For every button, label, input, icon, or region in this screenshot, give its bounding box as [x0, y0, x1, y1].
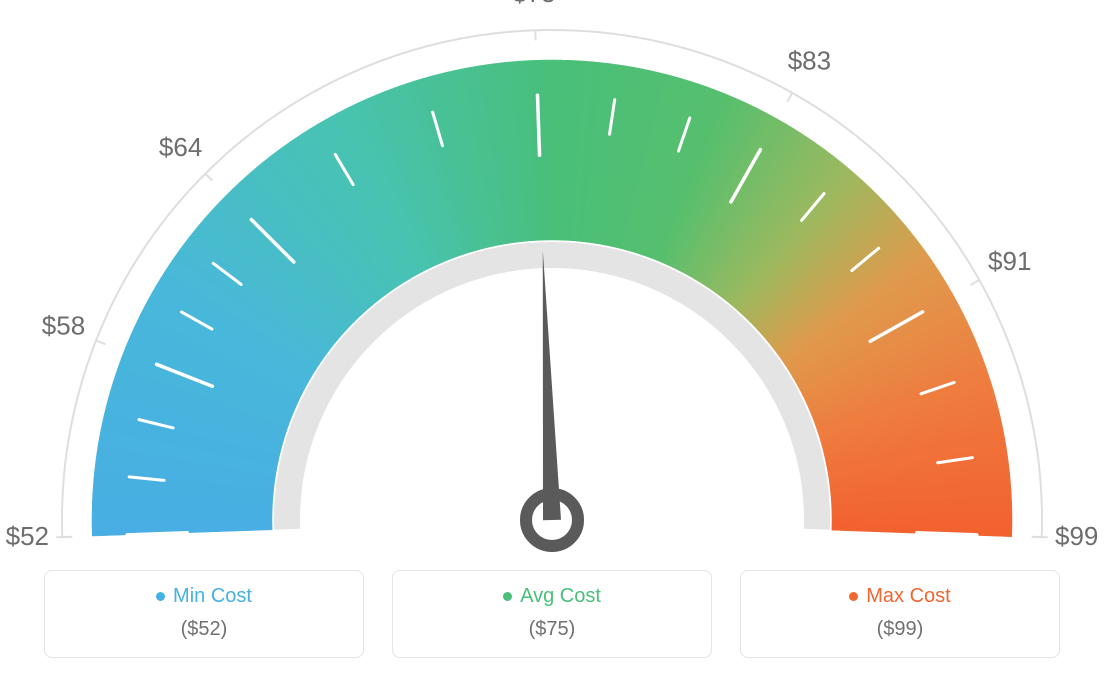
svg-text:$91: $91 — [988, 246, 1031, 276]
legend-title-min: Min Cost — [156, 585, 252, 608]
legend-title-text: Min Cost — [173, 585, 252, 608]
legend-title-avg: Avg Cost — [503, 585, 601, 608]
legend-row: Min Cost ($52) Avg Cost ($75) Max Cost (… — [0, 570, 1104, 658]
legend-title-text: Max Cost — [866, 585, 950, 608]
svg-text:$99: $99 — [1055, 521, 1098, 551]
svg-text:$75: $75 — [512, 0, 555, 8]
legend-title-text: Avg Cost — [520, 585, 601, 608]
legend-card-min: Min Cost ($52) — [44, 570, 364, 658]
svg-text:$58: $58 — [42, 311, 85, 341]
svg-text:$64: $64 — [159, 132, 202, 162]
svg-text:$83: $83 — [788, 45, 831, 75]
bullet-icon — [503, 592, 512, 601]
legend-value-max: ($99) — [751, 618, 1049, 641]
legend-value-min: ($52) — [55, 618, 353, 641]
bullet-icon — [156, 592, 165, 601]
legend-card-avg: Avg Cost ($75) — [392, 570, 712, 658]
gauge-chart: $52 $58 $64 $75 $83 $91 $99 — [0, 0, 1104, 560]
legend-title-max: Max Cost — [849, 585, 950, 608]
svg-text:$52: $52 — [6, 521, 49, 551]
legend-card-max: Max Cost ($99) — [740, 570, 1060, 658]
gauge-svg: $52 $58 $64 $75 $83 $91 $99 — [0, 0, 1104, 560]
legend-value-avg: ($75) — [403, 618, 701, 641]
bullet-icon — [849, 592, 858, 601]
